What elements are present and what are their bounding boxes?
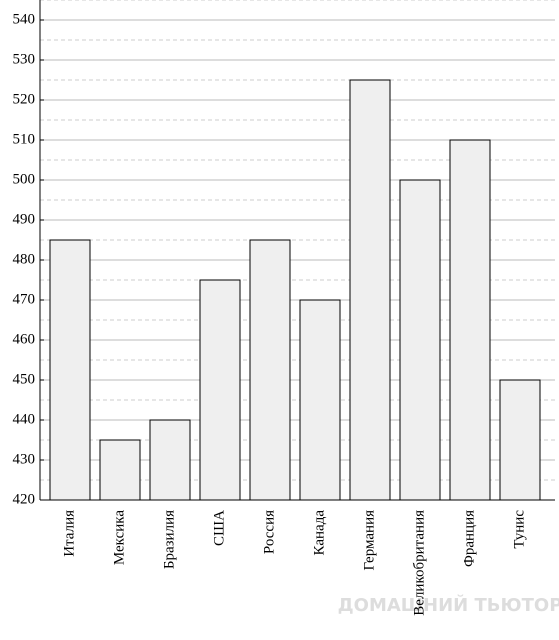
x-tick-label: Италия [61,510,77,557]
x-tick-label: Германия [361,510,377,571]
x-tick-label: Великобритания [411,510,427,616]
y-tick-label: 500 [13,171,36,187]
bar [449,139,491,501]
bar [149,419,191,501]
x-tick-label: Тунис [511,510,527,549]
x-tick-label: Канада [311,510,327,556]
y-tick-label: 460 [13,331,36,347]
bars [49,79,541,501]
y-tick-label: 490 [13,211,36,227]
bar [399,179,441,501]
y-tick-label: 480 [13,251,36,267]
bar [99,439,141,501]
y-tick-label: 450 [13,371,36,387]
y-tick-label: 470 [13,291,36,307]
x-tick-label: Россия [261,510,277,554]
x-tick-label: Бразилия [161,510,177,569]
bar [299,299,341,501]
x-tick-label: США [211,510,227,546]
y-tick-label: 530 [13,51,36,67]
watermark: ДОМАШНИЙ ТЬЮТОР [338,594,559,616]
y-tick-label: 440 [13,411,36,427]
y-tick-label: 510 [13,131,36,147]
x-tick-label: Франция [461,510,477,567]
y-tick-label: 520 [13,91,36,107]
bar [499,379,541,501]
y-tick-label: 430 [13,451,36,467]
y-tick-label: 540 [13,11,36,27]
bar [349,79,391,501]
bar [249,239,291,501]
bar [199,279,241,501]
y-tick-label: 420 [13,491,36,507]
bar [49,239,91,501]
x-tick-label: Мексика [111,510,127,565]
